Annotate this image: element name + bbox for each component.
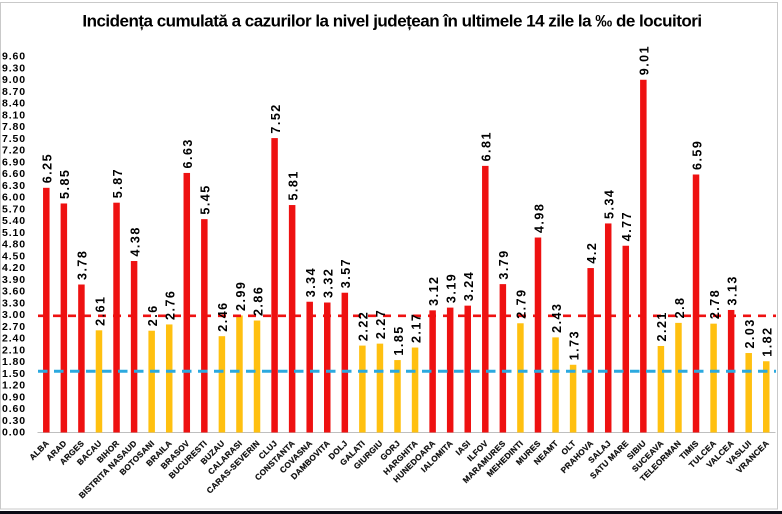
- svg-text:9.60: 9.60: [2, 51, 26, 63]
- svg-text:3.60: 3.60: [2, 286, 26, 298]
- svg-text:2.43: 2.43: [550, 303, 564, 333]
- svg-text:8.70: 8.70: [2, 86, 26, 98]
- svg-text:1.82: 1.82: [761, 326, 775, 356]
- svg-text:5.85: 5.85: [58, 169, 72, 199]
- svg-text:9.30: 9.30: [2, 62, 26, 74]
- svg-text:6.81: 6.81: [480, 131, 494, 161]
- svg-text:7.50: 7.50: [2, 133, 26, 145]
- svg-text:9.00: 9.00: [2, 74, 26, 86]
- svg-text:1.73: 1.73: [567, 330, 581, 360]
- svg-text:0.30: 0.30: [2, 415, 26, 427]
- svg-text:0.00: 0.00: [2, 427, 26, 439]
- svg-text:0.90: 0.90: [2, 391, 26, 403]
- svg-text:6.90: 6.90: [2, 156, 26, 168]
- svg-text:3.00: 3.00: [2, 309, 26, 321]
- svg-text:2.76: 2.76: [164, 290, 178, 320]
- svg-text:1.20: 1.20: [2, 380, 26, 392]
- svg-text:6.63: 6.63: [181, 138, 195, 168]
- svg-text:2.86: 2.86: [251, 286, 265, 316]
- svg-text:2.21: 2.21: [655, 311, 669, 341]
- svg-text:8.40: 8.40: [2, 98, 26, 110]
- svg-text:2.27: 2.27: [374, 309, 388, 339]
- svg-text:6.30: 6.30: [2, 180, 26, 192]
- svg-text:3.13: 3.13: [725, 275, 739, 305]
- svg-text:9.01: 9.01: [638, 45, 652, 75]
- svg-text:2.8: 2.8: [673, 296, 687, 318]
- svg-text:2.99: 2.99: [234, 281, 248, 311]
- svg-text:4.38: 4.38: [128, 226, 142, 256]
- svg-text:6.60: 6.60: [2, 168, 26, 180]
- svg-text:5.70: 5.70: [2, 203, 26, 215]
- svg-text:4.50: 4.50: [2, 250, 26, 262]
- svg-text:6.59: 6.59: [690, 140, 704, 170]
- svg-text:2.17: 2.17: [409, 313, 423, 343]
- svg-text:2.78: 2.78: [708, 289, 722, 319]
- svg-text:3.32: 3.32: [322, 268, 336, 298]
- svg-text:2.70: 2.70: [2, 321, 26, 333]
- svg-text:3.24: 3.24: [462, 271, 476, 301]
- svg-text:1.80: 1.80: [2, 356, 26, 368]
- svg-text:7.52: 7.52: [269, 103, 283, 133]
- svg-text:3.90: 3.90: [2, 274, 26, 286]
- svg-text:8.10: 8.10: [2, 109, 26, 121]
- svg-text:1.85: 1.85: [392, 325, 406, 355]
- svg-text:2.46: 2.46: [216, 301, 230, 331]
- svg-text:0.60: 0.60: [2, 403, 26, 415]
- svg-text:2.79: 2.79: [515, 288, 529, 318]
- svg-text:7.20: 7.20: [2, 145, 26, 157]
- svg-text:2.03: 2.03: [743, 318, 757, 348]
- svg-text:3.79: 3.79: [497, 249, 511, 279]
- svg-text:4.2: 4.2: [585, 242, 599, 264]
- svg-text:Incidența cumulată a cazurilor: Incidența cumulată a cazurilor la nivel …: [82, 12, 701, 31]
- svg-text:2.10: 2.10: [2, 344, 26, 356]
- svg-text:3.34: 3.34: [304, 267, 318, 297]
- svg-text:6.25: 6.25: [41, 153, 55, 183]
- svg-text:5.87: 5.87: [111, 168, 125, 198]
- svg-text:5.10: 5.10: [2, 227, 26, 239]
- svg-text:2.22: 2.22: [357, 311, 371, 341]
- svg-text:3.57: 3.57: [339, 258, 353, 288]
- svg-text:5.34: 5.34: [603, 189, 617, 219]
- svg-text:3.30: 3.30: [2, 297, 26, 309]
- svg-text:4.77: 4.77: [620, 211, 634, 241]
- svg-text:4.20: 4.20: [2, 262, 26, 274]
- svg-text:5.40: 5.40: [2, 215, 26, 227]
- svg-text:3.12: 3.12: [427, 276, 441, 306]
- svg-text:2.6: 2.6: [146, 304, 160, 326]
- svg-text:3.78: 3.78: [76, 250, 90, 280]
- svg-text:2.40: 2.40: [2, 333, 26, 345]
- svg-text:1.50: 1.50: [2, 368, 26, 380]
- svg-text:2.61: 2.61: [93, 295, 107, 325]
- svg-text:4.80: 4.80: [2, 239, 26, 251]
- svg-text:3.19: 3.19: [444, 273, 458, 303]
- svg-text:7.80: 7.80: [2, 121, 26, 133]
- svg-text:6.00: 6.00: [2, 192, 26, 204]
- svg-text:4.98: 4.98: [532, 203, 546, 233]
- svg-text:5.45: 5.45: [199, 184, 213, 214]
- svg-text:5.81: 5.81: [286, 170, 300, 200]
